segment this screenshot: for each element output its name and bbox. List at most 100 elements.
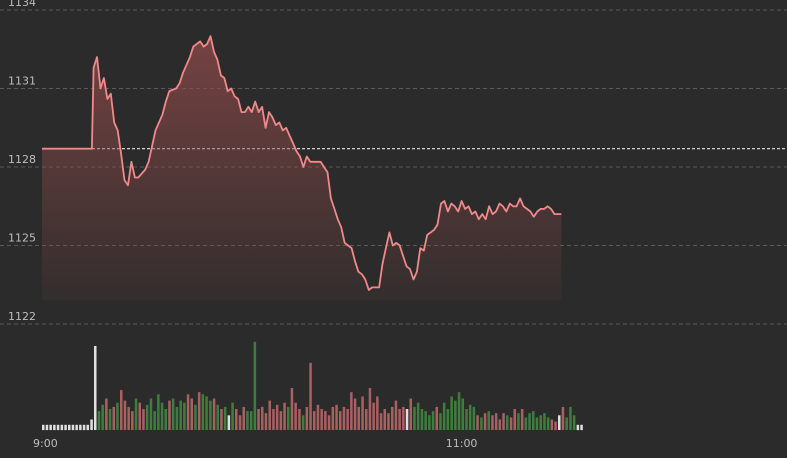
volume-bar	[513, 409, 517, 430]
volume-bar	[223, 406, 227, 430]
volume-bar	[517, 413, 520, 430]
volume-bar	[175, 406, 179, 430]
volume-bar	[398, 409, 401, 430]
volume-bar	[79, 424, 82, 431]
volume-bar	[261, 406, 264, 430]
volume-bar	[205, 396, 208, 430]
volume-bar	[405, 409, 409, 430]
volume-bar	[565, 417, 568, 430]
volume-bar	[506, 415, 509, 430]
volume-bar	[145, 404, 149, 430]
volume-bar	[476, 415, 479, 430]
volume-bar	[60, 424, 64, 431]
volume-bar	[71, 424, 75, 431]
volume-bar	[138, 402, 142, 430]
y-tick-label: 1128	[8, 153, 36, 166]
volume-bar	[569, 406, 572, 430]
y-tick-label: 1125	[8, 232, 36, 245]
volume-bar	[372, 402, 375, 430]
volume-bar	[331, 406, 335, 430]
volume-bar	[105, 398, 108, 430]
volume-bar	[212, 398, 216, 430]
volume-bar	[454, 400, 457, 430]
volume-bar	[149, 398, 153, 430]
volume-bar	[246, 411, 249, 430]
volume-bar	[376, 396, 379, 430]
volume-bar	[502, 413, 505, 430]
volume-bar	[457, 392, 461, 430]
volume-bar	[558, 415, 561, 430]
volume-bar	[238, 415, 242, 430]
volume-bar	[309, 362, 312, 430]
volume-bar	[383, 409, 387, 430]
volume-bar	[86, 424, 90, 431]
volume-bar	[420, 409, 424, 430]
volume-bar	[324, 411, 327, 430]
volume-bar	[561, 406, 565, 430]
volume-bar	[342, 406, 346, 430]
volume-bar	[550, 419, 554, 430]
volume-bar	[253, 341, 257, 430]
volume-bar	[413, 406, 416, 430]
volume-bar	[68, 424, 71, 431]
volume-bar	[264, 413, 268, 430]
price-line	[42, 35, 562, 291]
volume-bar	[468, 404, 472, 430]
volume-bar	[524, 417, 528, 430]
volume-bar	[294, 402, 297, 430]
volume-bar	[546, 417, 550, 430]
volume-bar	[554, 421, 557, 430]
volume-bar	[235, 409, 238, 430]
volume-bar	[190, 398, 194, 430]
volume-bar	[171, 398, 175, 430]
volume-bar	[49, 424, 52, 431]
volume-bar	[220, 409, 223, 430]
volume-bar	[116, 402, 119, 430]
x-tick-label: 9:00	[33, 437, 58, 450]
volume-bar	[305, 406, 309, 430]
x-tick-label: 11:00	[446, 437, 478, 450]
volume-bar	[242, 406, 246, 430]
volume-bar	[186, 394, 190, 430]
y-tick-label: 1134	[8, 0, 36, 9]
volume-bar	[335, 404, 338, 430]
volume-bar	[350, 392, 353, 430]
volume-bar	[127, 406, 130, 430]
volume-bar	[112, 406, 116, 430]
volume-bar	[483, 413, 487, 430]
volume-bar	[153, 411, 156, 430]
volume-bar	[379, 413, 383, 430]
volume-bar	[435, 406, 439, 430]
volume-bar	[402, 406, 405, 430]
volume-bar	[461, 398, 465, 430]
volume-bar	[53, 424, 56, 431]
volume-bar	[108, 409, 112, 430]
volume-bar	[416, 402, 420, 430]
volume-bar	[183, 402, 186, 430]
volume-bar	[446, 409, 450, 430]
volume-bar	[142, 409, 145, 430]
volume-bar	[197, 392, 201, 430]
volume-bar	[160, 402, 164, 430]
volume-bar	[157, 394, 160, 430]
volume-bar	[353, 398, 357, 430]
volume-bar	[94, 346, 97, 430]
volume-bar	[209, 400, 212, 430]
volume-bar	[301, 415, 305, 430]
volume-bar	[194, 404, 197, 430]
volume-bar	[283, 402, 286, 430]
volume-bar	[576, 424, 580, 431]
volume-bar	[82, 424, 86, 431]
volume-bar	[327, 415, 331, 430]
volume-bar	[535, 417, 539, 430]
volume-bar	[268, 400, 272, 430]
volume-bar	[216, 404, 220, 430]
volume-bar	[520, 409, 524, 430]
volume-bar	[528, 413, 531, 430]
volume-bar	[320, 409, 323, 430]
price-area	[42, 36, 562, 300]
volume-bar	[472, 406, 476, 430]
volume-bar	[275, 404, 279, 430]
volume-bar	[394, 400, 398, 430]
